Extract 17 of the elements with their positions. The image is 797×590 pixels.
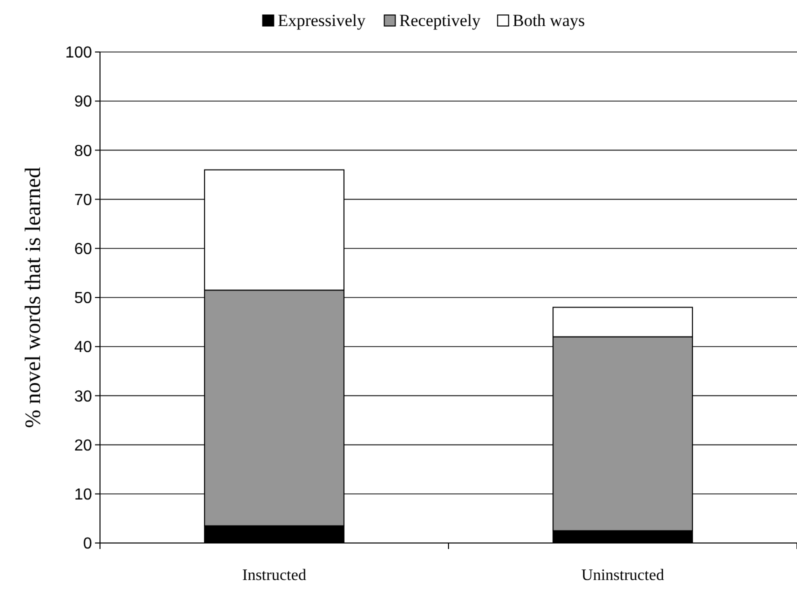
y-axis-title: % novel words that is learned [20,167,45,428]
y-tick-label: 10 [74,486,92,504]
y-tick-label: 0 [83,536,92,553]
y-tick-label: 80 [74,142,92,160]
legend-label: Both ways [512,11,585,30]
y-tick-label: 60 [74,241,92,258]
x-tick-label: Instructed [242,567,306,584]
y-tick-label: 40 [74,339,92,356]
y-tick-label: 30 [74,388,92,406]
y-tick-label: 90 [74,94,92,111]
x-tick-label: Uninstructed [581,567,664,584]
y-tick-label: 20 [74,437,92,454]
legend-label: Expressively [278,11,366,30]
legend-label: Receptively [399,11,481,30]
y-tick-label: 70 [74,192,92,209]
y-tick-label: 100 [65,44,92,62]
y-tick-label: 50 [74,290,92,308]
